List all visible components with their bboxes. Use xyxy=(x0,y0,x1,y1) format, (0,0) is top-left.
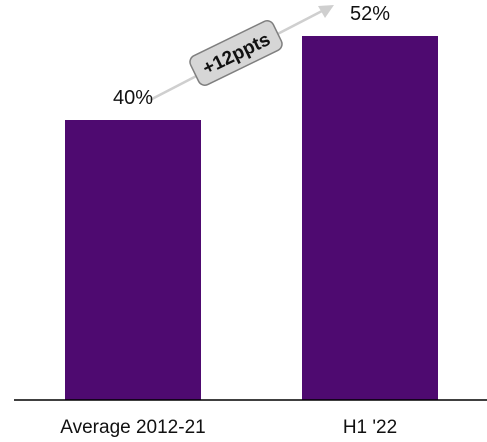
bars-layer: 40% Average 2012-21 52% H1 '22 xyxy=(60,3,438,438)
growth-arrow-head xyxy=(318,5,334,18)
bar-value-label-0: 40% xyxy=(113,87,153,109)
bar-value-label-1: 52% xyxy=(350,3,390,25)
growth-badge: +12ppts xyxy=(189,20,283,86)
category-label-0: Average 2012-21 xyxy=(60,417,205,438)
bar-0 xyxy=(65,120,201,400)
category-label-1: H1 '22 xyxy=(343,417,397,438)
growth-badge-box xyxy=(189,20,283,86)
bar-1 xyxy=(302,36,438,400)
